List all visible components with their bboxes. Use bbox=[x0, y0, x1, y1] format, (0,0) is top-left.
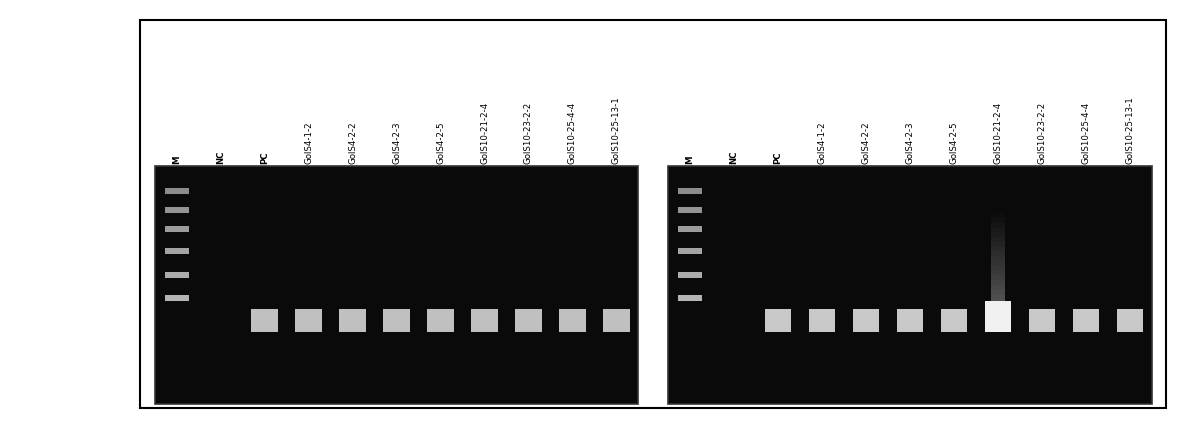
Text: GolS10-23-2-2: GolS10-23-2-2 bbox=[1038, 101, 1046, 164]
Bar bbox=[669, 166, 1152, 404]
Bar bbox=[991, 242, 1006, 247]
Bar bbox=[164, 295, 189, 301]
Bar bbox=[853, 309, 879, 332]
Bar bbox=[991, 275, 1006, 280]
Bar bbox=[991, 252, 1006, 256]
Text: GolS10-25-4-4: GolS10-25-4-4 bbox=[568, 101, 577, 164]
Bar bbox=[991, 232, 1006, 237]
Bar bbox=[1116, 309, 1144, 332]
Bar bbox=[427, 309, 453, 332]
Bar bbox=[991, 304, 1006, 309]
Bar bbox=[678, 188, 702, 194]
Bar bbox=[678, 272, 702, 277]
Bar bbox=[1072, 309, 1100, 332]
Text: M: M bbox=[685, 155, 695, 164]
Bar bbox=[1029, 309, 1056, 332]
Bar bbox=[991, 247, 1006, 252]
Text: GolS4-1-2: GolS4-1-2 bbox=[818, 121, 827, 164]
Bar bbox=[559, 309, 585, 332]
Bar bbox=[991, 218, 1006, 223]
Text: NC: NC bbox=[217, 150, 225, 164]
Bar bbox=[678, 207, 702, 213]
Bar bbox=[164, 188, 189, 194]
Text: GolS10-23-2-2: GolS10-23-2-2 bbox=[524, 101, 533, 164]
Text: GolS10-25-4-4: GolS10-25-4-4 bbox=[1082, 101, 1090, 164]
Bar bbox=[251, 309, 277, 332]
Bar bbox=[991, 289, 1006, 294]
Text: GolS4-2-5: GolS4-2-5 bbox=[950, 121, 958, 164]
Bar bbox=[164, 207, 189, 213]
Text: GolS4-2-5: GolS4-2-5 bbox=[436, 121, 445, 164]
Bar bbox=[991, 280, 1006, 285]
Text: GolS4-2-3: GolS4-2-3 bbox=[906, 121, 915, 164]
Bar bbox=[678, 227, 702, 232]
Bar bbox=[991, 256, 1006, 261]
Bar bbox=[991, 261, 1006, 266]
Bar bbox=[991, 299, 1006, 304]
Text: GolS10-21-2-4: GolS10-21-2-4 bbox=[994, 101, 1002, 164]
Bar bbox=[991, 294, 1006, 299]
Bar bbox=[809, 309, 835, 332]
Bar bbox=[678, 248, 702, 254]
Text: NC: NC bbox=[729, 150, 739, 164]
Bar bbox=[164, 248, 189, 254]
Text: GolS4-2-2: GolS4-2-2 bbox=[349, 121, 357, 164]
Bar bbox=[155, 166, 638, 404]
Text: PC: PC bbox=[261, 151, 269, 164]
Bar bbox=[897, 309, 923, 332]
Bar bbox=[991, 270, 1006, 275]
Text: GolS4-2-2: GolS4-2-2 bbox=[862, 121, 871, 164]
Text: GolS10-21-2-4: GolS10-21-2-4 bbox=[480, 101, 489, 164]
Bar bbox=[471, 309, 497, 332]
Bar bbox=[991, 285, 1006, 289]
Text: GolS10-25-13-1: GolS10-25-13-1 bbox=[1126, 96, 1134, 164]
Text: GolS4-2-3: GolS4-2-3 bbox=[392, 121, 401, 164]
Text: GolS10-25-13-1: GolS10-25-13-1 bbox=[612, 96, 621, 164]
Bar bbox=[140, 20, 1166, 408]
Bar bbox=[941, 309, 967, 332]
Text: M: M bbox=[173, 155, 181, 164]
Bar bbox=[678, 295, 702, 301]
Bar bbox=[515, 309, 541, 332]
Bar bbox=[603, 309, 630, 332]
Bar bbox=[985, 301, 1012, 332]
Bar bbox=[991, 223, 1006, 227]
Bar bbox=[991, 237, 1006, 242]
Bar bbox=[991, 227, 1006, 232]
Text: PC: PC bbox=[774, 151, 783, 164]
Bar bbox=[765, 309, 791, 332]
Bar bbox=[383, 309, 409, 332]
Bar bbox=[991, 266, 1006, 270]
Text: GolS4-1-2: GolS4-1-2 bbox=[305, 121, 313, 164]
Bar bbox=[991, 213, 1006, 218]
Bar bbox=[164, 272, 189, 277]
Bar bbox=[339, 309, 365, 332]
Bar bbox=[164, 227, 189, 232]
Bar bbox=[295, 309, 321, 332]
